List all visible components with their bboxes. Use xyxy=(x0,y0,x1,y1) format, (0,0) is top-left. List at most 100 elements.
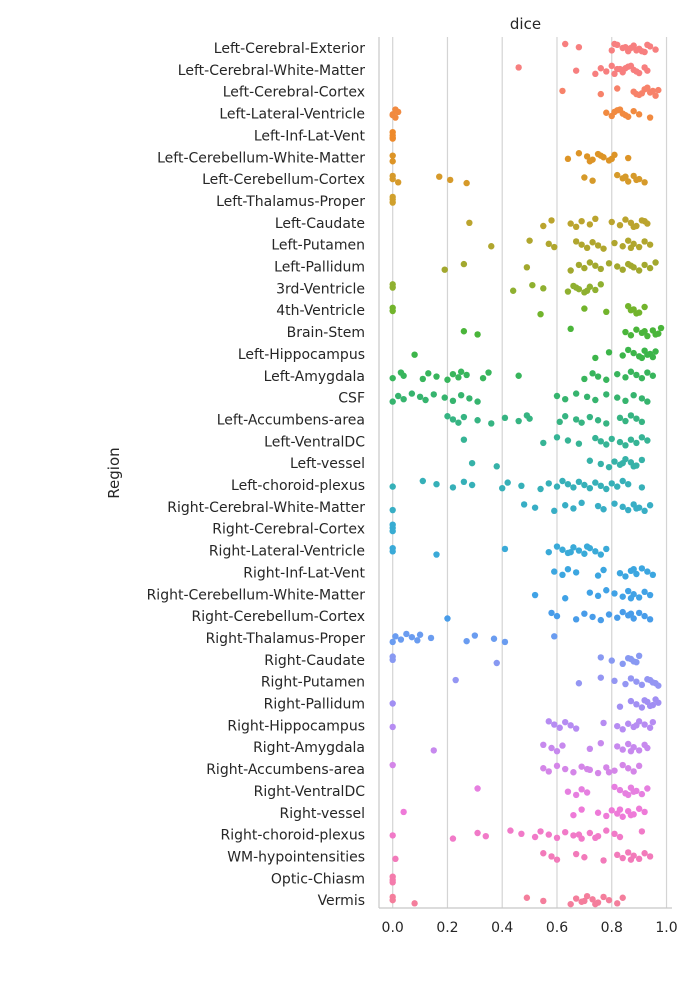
data-point xyxy=(633,326,640,333)
data-point xyxy=(616,438,624,446)
data-point xyxy=(572,390,580,397)
data-point xyxy=(622,111,629,119)
data-point xyxy=(389,158,396,165)
data-point xyxy=(501,638,509,646)
data-point xyxy=(567,325,574,333)
y-tick-label: Right-Lateral-Ventricle xyxy=(209,544,365,560)
data-point xyxy=(608,657,615,664)
data-point xyxy=(657,324,665,332)
data-point xyxy=(627,610,635,617)
data-point xyxy=(644,744,651,752)
y-tick-label: Right-Accumbens-area xyxy=(206,762,365,778)
data-point xyxy=(646,616,654,623)
data-point xyxy=(540,897,547,905)
data-point xyxy=(586,158,594,165)
data-point xyxy=(583,244,591,252)
data-point xyxy=(545,831,552,838)
data-point xyxy=(389,548,396,555)
data-point xyxy=(619,894,626,901)
data-point xyxy=(633,415,640,422)
data-point xyxy=(586,457,594,464)
data-point xyxy=(608,155,615,163)
data-point xyxy=(630,392,637,399)
data-point xyxy=(474,829,481,837)
data-point xyxy=(597,265,605,273)
y-tick-label: Right-Hippocampus xyxy=(227,718,365,734)
data-point xyxy=(630,463,637,470)
data-point xyxy=(468,481,476,489)
data-point xyxy=(616,570,624,577)
data-point xyxy=(562,413,569,420)
data-point xyxy=(570,544,577,551)
data-point xyxy=(614,743,621,750)
data-point xyxy=(583,789,591,796)
data-point xyxy=(572,67,580,74)
data-point xyxy=(537,828,544,835)
data-point xyxy=(603,587,610,594)
data-point xyxy=(594,809,602,816)
data-point xyxy=(633,722,640,729)
data-point xyxy=(627,244,635,252)
data-point xyxy=(627,332,635,339)
data-point xyxy=(592,479,599,486)
data-point xyxy=(619,503,626,511)
data-point xyxy=(646,114,654,121)
data-point xyxy=(592,262,599,269)
data-point xyxy=(572,284,580,291)
data-point xyxy=(545,548,552,556)
data-point xyxy=(449,416,457,423)
data-point xyxy=(638,704,646,711)
data-point xyxy=(619,608,626,616)
data-point xyxy=(611,40,618,48)
data-point xyxy=(444,413,451,420)
data-point xyxy=(389,175,396,183)
data-point xyxy=(449,370,457,378)
data-point xyxy=(627,44,635,52)
data-point xyxy=(611,239,618,247)
data-point xyxy=(564,288,572,295)
data-point xyxy=(611,677,618,685)
data-point xyxy=(441,266,448,273)
data-point xyxy=(633,505,640,512)
data-point xyxy=(624,346,632,354)
data-point xyxy=(392,106,399,113)
data-point xyxy=(630,566,637,573)
y-tick-label: Right-Cerebral-Cortex xyxy=(212,522,365,538)
data-point xyxy=(614,394,621,401)
data-point xyxy=(644,84,651,91)
data-point xyxy=(523,264,531,271)
data-point xyxy=(611,590,618,597)
data-point xyxy=(649,353,657,361)
data-point xyxy=(635,855,643,863)
data-point xyxy=(572,223,580,230)
y-tick-label: Left-Cerebellum-Cortex xyxy=(202,172,365,188)
data-point xyxy=(586,221,594,228)
data-point xyxy=(463,371,470,379)
data-point xyxy=(635,805,643,812)
data-point xyxy=(605,463,613,471)
data-point xyxy=(586,485,594,492)
data-point xyxy=(572,725,580,732)
data-point xyxy=(649,372,657,379)
data-point xyxy=(603,485,610,493)
y-tick-label: Left-vessel xyxy=(290,456,365,472)
data-point xyxy=(630,223,637,230)
data-point xyxy=(572,238,580,245)
data-point xyxy=(608,480,615,487)
data-point xyxy=(638,434,646,441)
data-point xyxy=(594,592,602,600)
data-point xyxy=(562,718,569,726)
data-point xyxy=(652,348,659,355)
data-point xyxy=(575,680,583,687)
data-point xyxy=(551,243,558,251)
data-point xyxy=(572,791,580,799)
y-tick-label: Left-Hippocampus xyxy=(238,347,365,363)
x-tick-label: 1.0 xyxy=(655,920,677,936)
data-point xyxy=(433,373,440,380)
data-point xyxy=(551,568,558,575)
data-point xyxy=(545,480,552,487)
data-point xyxy=(564,566,572,573)
data-point xyxy=(600,893,607,901)
data-point xyxy=(460,478,468,485)
data-point xyxy=(545,718,552,725)
